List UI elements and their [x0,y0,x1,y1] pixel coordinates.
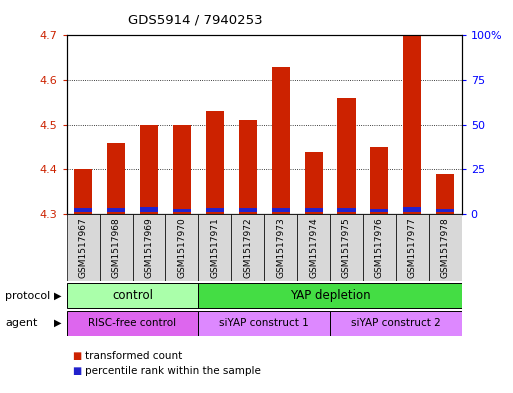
Bar [330,311,462,336]
Bar [429,214,462,281]
Bar [67,214,100,281]
Bar [396,214,429,281]
Text: agent: agent [5,318,37,328]
Text: GSM1517976: GSM1517976 [375,218,384,278]
Text: ■: ■ [72,351,81,361]
Text: GSM1517968: GSM1517968 [111,218,121,278]
Bar [199,283,462,308]
Text: GSM1517971: GSM1517971 [210,218,220,278]
Bar [173,209,191,212]
Text: percentile rank within the sample: percentile rank within the sample [85,366,261,376]
Text: GDS5914 / 7940253: GDS5914 / 7940253 [128,14,263,27]
Text: ■: ■ [72,366,81,376]
Bar [264,214,297,281]
Text: GSM1517977: GSM1517977 [408,218,417,278]
Text: GSM1517974: GSM1517974 [309,218,318,278]
Bar [140,125,158,214]
Bar [338,98,356,214]
Text: RISC-free control: RISC-free control [88,318,176,328]
Bar [305,208,323,212]
Text: ▶: ▶ [54,290,62,301]
Bar [67,311,199,336]
Bar [107,143,125,214]
Text: GSM1517973: GSM1517973 [276,218,285,278]
Bar [74,169,92,214]
Bar [140,208,158,212]
Text: GSM1517967: GSM1517967 [78,218,88,278]
Text: protocol: protocol [5,290,50,301]
Text: control: control [112,289,153,302]
Text: transformed count: transformed count [85,351,182,361]
Bar [370,209,388,212]
Bar [132,214,165,281]
Text: GSM1517969: GSM1517969 [145,218,153,278]
Bar [100,214,132,281]
Bar [403,35,421,214]
Text: siYAP construct 1: siYAP construct 1 [220,318,309,328]
Bar [239,208,257,212]
Bar [239,120,257,214]
Text: siYAP construct 2: siYAP construct 2 [351,318,441,328]
Bar [206,111,224,214]
Text: GSM1517972: GSM1517972 [243,218,252,278]
Bar [107,208,125,212]
Bar [165,214,199,281]
Bar [271,208,290,212]
Text: GSM1517970: GSM1517970 [177,218,186,278]
Text: GSM1517975: GSM1517975 [342,218,351,278]
Bar [436,174,455,214]
Bar [74,208,92,212]
Text: ▶: ▶ [54,318,62,328]
Bar [173,125,191,214]
Text: YAP depletion: YAP depletion [290,289,370,302]
Bar [436,209,455,212]
Bar [370,147,388,214]
Bar [231,214,264,281]
Bar [338,208,356,212]
Bar [271,67,290,214]
Bar [199,311,330,336]
Bar [403,208,421,212]
Bar [206,208,224,212]
Bar [67,283,199,308]
Bar [363,214,396,281]
Bar [199,214,231,281]
Bar [330,214,363,281]
Text: GSM1517978: GSM1517978 [441,218,450,278]
Bar [305,152,323,214]
Bar [297,214,330,281]
